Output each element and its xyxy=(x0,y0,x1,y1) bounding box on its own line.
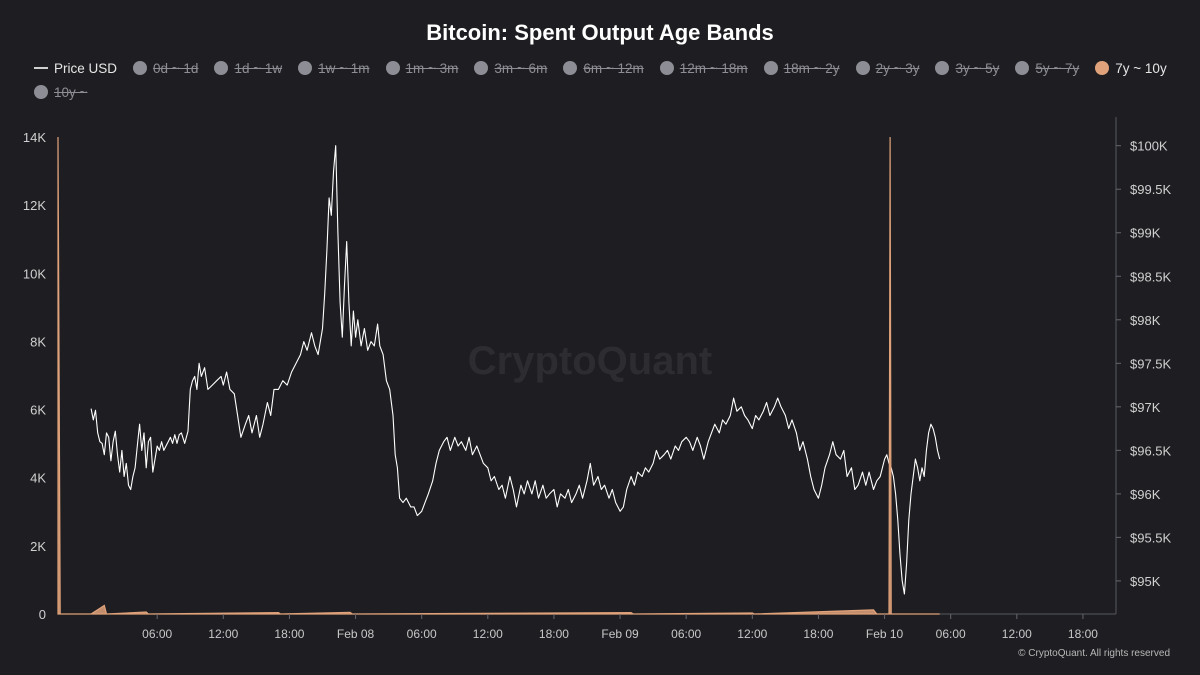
right-tick-label: $97K xyxy=(1130,400,1161,415)
legend-item-5y-7y[interactable]: 5y ~ 7y xyxy=(1015,58,1079,78)
x-tick-label: 12:00 xyxy=(1002,627,1032,641)
legend-item-1w-1m[interactable]: 1w ~ 1m xyxy=(298,58,370,78)
legend-item-1m-3m[interactable]: 1m ~ 3m xyxy=(385,58,459,78)
right-tick-label: $96.5K xyxy=(1130,443,1172,458)
legend-swatch xyxy=(659,61,674,75)
series-price-usd-line xyxy=(90,145,941,595)
legend-label: 7y ~ 10y xyxy=(1115,60,1167,76)
legend-swatch xyxy=(34,67,48,69)
right-tick-label: $99K xyxy=(1130,226,1161,241)
legend-item-12m-18m[interactable]: 12m ~ 18m xyxy=(659,58,748,78)
legend: Price USD 0d ~ 1d 1d ~ 1w 1w ~ 1m 1m ~ 3m 3m … xyxy=(34,58,1184,102)
right-tick-label: $98K xyxy=(1130,313,1161,328)
legend-item-price-usd[interactable]: Price USD xyxy=(34,58,117,78)
x-tick-label: 12:00 xyxy=(208,627,238,641)
right-tick-label: $99.5K xyxy=(1130,182,1172,197)
legend-item-0d-1d[interactable]: 0d ~ 1d xyxy=(133,58,198,78)
legend-item-7y-10y[interactable]: 7y ~ 10y xyxy=(1095,58,1167,78)
legend-label: 6m ~ 12m xyxy=(583,60,644,76)
legend-swatch xyxy=(1095,61,1110,75)
legend-label: 1d ~ 1w xyxy=(234,60,283,76)
watermark-text: CryptoQuant xyxy=(468,339,712,383)
right-tick-label: $97.5K xyxy=(1130,356,1172,371)
left-tick-label: 14K xyxy=(23,130,46,145)
right-tick-label: $98.5K xyxy=(1130,269,1172,284)
legend-swatch xyxy=(563,61,578,75)
copyright-text: © CryptoQuant. All rights reserved xyxy=(1018,648,1170,659)
x-tick-label: 06:00 xyxy=(142,627,172,641)
legend-swatch xyxy=(214,61,229,75)
x-tick-label: 18:00 xyxy=(274,627,304,641)
legend-label: 18m ~ 2y xyxy=(783,60,840,76)
legend-swatch xyxy=(855,61,870,75)
left-tick-label: 0 xyxy=(39,607,46,622)
legend-swatch xyxy=(133,61,148,75)
right-tick-label: $95K xyxy=(1130,574,1161,589)
left-tick-label: 8K xyxy=(30,334,46,349)
legend-label: 3y ~ 5y xyxy=(955,60,1000,76)
legend-swatch xyxy=(1015,61,1030,75)
x-tick-label: 18:00 xyxy=(539,627,569,641)
x-tick-label: 06:00 xyxy=(936,627,966,641)
legend-item-10y[interactable]: 10y ~ xyxy=(34,82,87,102)
legend-swatch xyxy=(935,61,950,75)
legend-swatch xyxy=(474,61,489,75)
x-tick-label: Feb 09 xyxy=(601,627,639,641)
left-tick-label: 6K xyxy=(30,403,46,418)
legend-item-18m-2y[interactable]: 18m ~ 2y xyxy=(763,58,840,78)
left-tick-label: 10K xyxy=(23,266,46,281)
x-tick-label: Feb 10 xyxy=(866,627,904,641)
legend-label: 2y ~ 3y xyxy=(875,60,920,76)
x-tick-label: 06:00 xyxy=(407,627,437,641)
x-tick-label: 12:00 xyxy=(737,627,767,641)
legend-item-3y-5y[interactable]: 3y ~ 5y xyxy=(935,58,999,78)
legend-label: 5y ~ 7y xyxy=(1035,60,1080,76)
legend-label: 1m ~ 3m xyxy=(405,60,459,76)
chart-title: Bitcoin: Spent Output Age Bands xyxy=(426,20,774,45)
right-tick-label: $95.5K xyxy=(1130,530,1172,545)
legend-label: 1w ~ 1m xyxy=(318,60,370,76)
x-tick-label: 18:00 xyxy=(803,627,833,641)
legend-item-2y-3y[interactable]: 2y ~ 3y xyxy=(855,58,920,78)
left-tick-label: 2K xyxy=(30,539,46,554)
legend-label: 12m ~ 18m xyxy=(679,60,748,76)
legend-swatch xyxy=(385,61,400,75)
legend-label: 3m ~ 6m xyxy=(494,60,548,76)
legend-item-1d-1w[interactable]: 1d ~ 1w xyxy=(214,58,282,78)
left-tick-label: 4K xyxy=(30,471,46,486)
x-tick-label: 06:00 xyxy=(671,627,701,641)
legend-label: 10y ~ xyxy=(54,84,88,100)
x-tick-label: 12:00 xyxy=(473,627,503,641)
legend-label: 0d ~ 1d xyxy=(153,60,199,76)
x-tick-label: Feb 08 xyxy=(337,627,375,641)
legend-label: Price USD xyxy=(54,60,118,76)
legend-swatch xyxy=(34,85,48,99)
right-tick-label: $96K xyxy=(1130,487,1161,502)
legend-swatch xyxy=(298,61,313,75)
left-tick-label: 12K xyxy=(23,198,46,213)
series-7y-10y-area xyxy=(57,136,940,615)
legend-item-6m-12m[interactable]: 6m ~ 12m xyxy=(563,58,644,78)
right-tick-label: $100K xyxy=(1130,139,1168,154)
legend-swatch xyxy=(763,61,778,75)
legend-item-3m-6m[interactable]: 3m ~ 6m xyxy=(474,58,547,78)
x-tick-label: 18:00 xyxy=(1068,627,1098,641)
